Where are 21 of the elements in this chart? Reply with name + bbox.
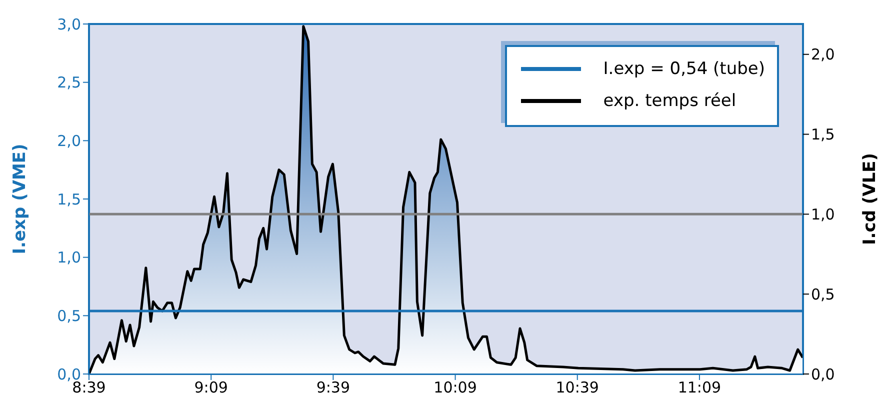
y-tick-label: 1,5 — [57, 190, 81, 208]
y2-tick-label: 2,0 — [811, 46, 835, 64]
x-tick-label: 9:39 — [316, 378, 350, 397]
y-tick-label: 2,5 — [57, 74, 81, 92]
x-tick-label: 10:39 — [556, 378, 599, 397]
legend-label: I.exp = 0,54 (tube) — [603, 59, 765, 79]
y-tick-label: 3,0 — [57, 15, 81, 34]
x-tick-label: 11:09 — [678, 378, 722, 397]
y2-tick-label: 0,0 — [811, 365, 835, 384]
y-tick-label: 2,0 — [57, 132, 81, 150]
y2-tick-label: 1,5 — [811, 126, 835, 144]
y-axis-title: I.exp (VME) — [10, 144, 30, 254]
y-tick-label: 0,5 — [57, 306, 81, 325]
x-tick-label: 8:39 — [72, 378, 106, 397]
legend-label: exp. temps réel — [603, 91, 736, 111]
y2-tick-label: 1,0 — [811, 206, 835, 224]
x-tick-label: 9:09 — [194, 378, 228, 397]
x-tick-label: 10:09 — [434, 378, 477, 397]
y2-axis-title: I.cd (VLE) — [860, 152, 880, 246]
y-tick-label: 1,0 — [57, 248, 81, 267]
y2-tick-label: 0,5 — [811, 285, 835, 304]
